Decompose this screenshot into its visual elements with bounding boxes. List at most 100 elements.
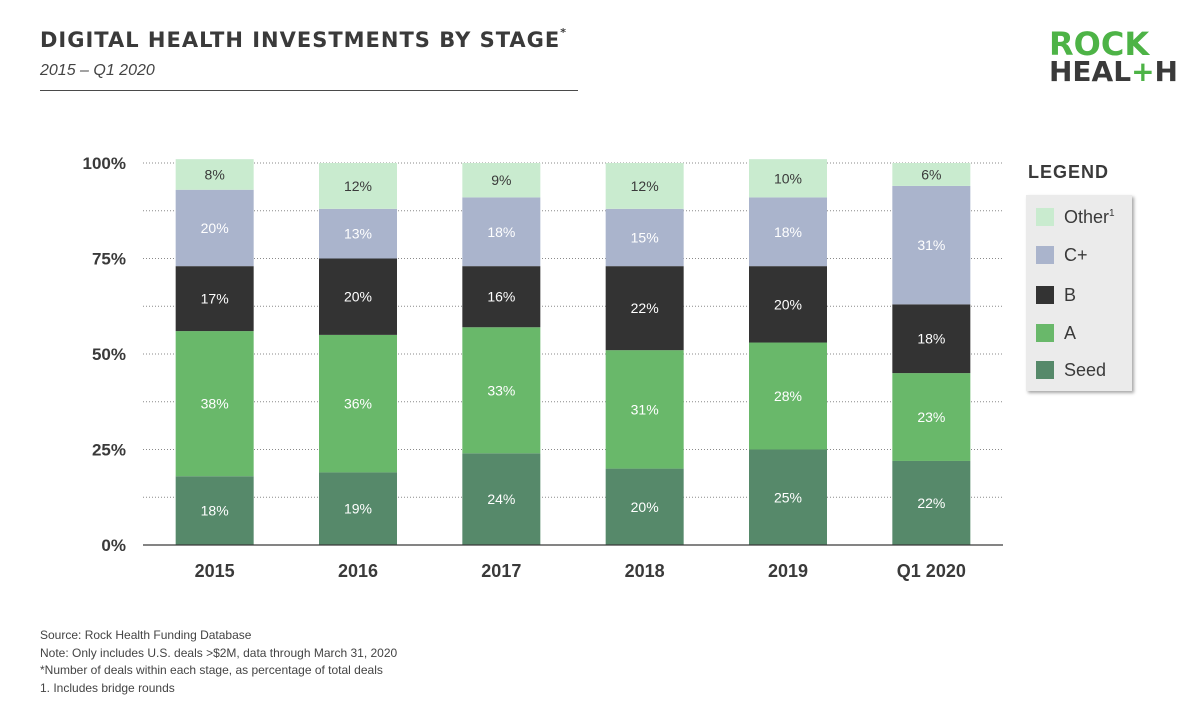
data-label: 28% xyxy=(774,388,802,404)
footnotes: Source: Rock Health Funding Database Not… xyxy=(40,627,397,697)
legend-label-c-plus: C+ xyxy=(1064,244,1088,265)
legend-item-other: Other1 xyxy=(1036,205,1115,229)
bar-segment-other xyxy=(462,163,541,198)
bar-segment-b xyxy=(175,266,254,332)
legend-swatch-b xyxy=(1036,286,1054,304)
logo-line-2: HEAL+H xyxy=(1049,55,1178,88)
bar-segment-b xyxy=(892,304,971,374)
bar-segment-a xyxy=(175,331,254,477)
x-tick-label: 2016 xyxy=(338,561,378,581)
data-label: 20% xyxy=(201,220,229,236)
legend-swatch-c-plus xyxy=(1036,246,1054,264)
logo-line-1: ROCK xyxy=(1049,25,1150,63)
data-label: 20% xyxy=(631,499,659,515)
bar-segment-seed xyxy=(175,476,254,545)
bar-segment-a xyxy=(319,334,397,473)
data-label: 31% xyxy=(917,237,945,253)
logo-heal: HEAL xyxy=(1049,55,1132,88)
legend-item-b: B xyxy=(1036,283,1076,307)
bridge-note: 1. Includes bridge rounds xyxy=(40,680,175,695)
bar-segment-a xyxy=(462,327,541,454)
bar-segment-seed xyxy=(892,460,971,545)
legend-label-seed: Seed xyxy=(1064,359,1107,380)
data-label: 9% xyxy=(491,172,511,188)
bar-segment-other xyxy=(175,159,254,190)
x-tick-label: 2017 xyxy=(481,561,521,581)
legend-title: LEGEND xyxy=(1028,162,1110,182)
legend-label-other: Other1 xyxy=(1064,206,1115,227)
bar-segment-c-plus xyxy=(175,189,254,267)
y-tick-label: 75% xyxy=(92,250,126,269)
data-label: 18% xyxy=(487,224,515,240)
y-tick-label: 50% xyxy=(92,345,126,364)
data-label: 8% xyxy=(205,166,225,182)
bar-segment-other xyxy=(605,163,684,209)
bar-segment-a xyxy=(605,350,684,469)
bar-segment-c-plus xyxy=(462,197,541,267)
logo-h: H xyxy=(1154,55,1178,88)
data-label: 18% xyxy=(774,224,802,240)
title-footnote-mark: * xyxy=(560,26,568,39)
y-tick-label: 100% xyxy=(83,154,126,173)
legend: Other1 C+ B A Seed xyxy=(1026,195,1132,391)
data-label: 22% xyxy=(917,495,945,511)
legend-item-c-plus: C+ xyxy=(1036,243,1088,267)
data-label: 19% xyxy=(344,501,372,517)
bar-segment-seed xyxy=(605,468,684,545)
bar-segment-c-plus xyxy=(749,197,827,267)
data-label: 18% xyxy=(917,331,945,347)
rock-health-logo: ROCK HEAL+H xyxy=(1049,25,1178,88)
data-label: 20% xyxy=(774,296,802,312)
x-tick-label: Q1 2020 xyxy=(897,561,966,581)
y-tick-label: 0% xyxy=(101,536,126,555)
chart-subtitle: 2015 – Q1 2020 xyxy=(40,62,155,79)
bar-segment-other xyxy=(749,159,827,198)
stacked-bar-chart: 0% 25% 50% 75% 100% 18% 38% 17% 20% 8% 2015 19% 36% 2… xyxy=(83,154,1003,581)
title-divider xyxy=(40,90,578,91)
x-tick-label: 2018 xyxy=(625,561,665,581)
bar-segment-seed xyxy=(319,472,397,545)
data-label: 16% xyxy=(487,289,515,305)
y-tick-label: 25% xyxy=(92,441,126,460)
scope-note: Note: Only includes U.S. deals >$2M, dat… xyxy=(40,645,398,660)
bar-segment-other xyxy=(892,163,971,186)
x-tick-label: 2015 xyxy=(195,561,235,581)
bar-segment-a xyxy=(892,373,971,461)
data-label: 13% xyxy=(344,226,372,242)
legend-label-b: B xyxy=(1064,284,1077,305)
data-label: 17% xyxy=(201,291,229,307)
chart-title: DIGITAL HEALTH INVESTMENTS BY STAGE* xyxy=(40,26,568,52)
data-label: 12% xyxy=(344,178,372,194)
x-tick-label: 2019 xyxy=(768,561,808,581)
data-label: 20% xyxy=(344,289,372,305)
source-note: Source: Rock Health Funding Database xyxy=(40,628,252,642)
chart-title-text: DIGITAL HEALTH INVESTMENTS BY STAGE xyxy=(40,28,561,52)
data-label: 15% xyxy=(631,229,659,245)
bar-segment-b xyxy=(462,266,541,328)
bar-segment-b xyxy=(605,266,684,351)
data-label: 38% xyxy=(201,396,229,412)
legend-label-a: A xyxy=(1064,322,1077,343)
data-label: 33% xyxy=(487,382,515,398)
data-label: 31% xyxy=(631,401,659,417)
bar-segment-c-plus xyxy=(605,208,684,267)
bar-segment-other xyxy=(319,163,397,209)
bar-segment-b xyxy=(319,258,397,335)
bar-segment-c-plus xyxy=(319,208,397,259)
logo-plus: + xyxy=(1131,55,1155,88)
data-label: 23% xyxy=(917,409,945,425)
data-label: 18% xyxy=(201,503,229,519)
data-label: 6% xyxy=(921,166,941,182)
bar-segment-seed xyxy=(462,453,541,545)
metric-note: *Number of deals within each stage, as p… xyxy=(40,663,383,677)
bar-segment-c-plus xyxy=(892,185,971,305)
data-label: 24% xyxy=(487,491,515,507)
legend-item-a: A xyxy=(1036,321,1076,345)
data-label: 36% xyxy=(344,396,372,412)
data-label: 25% xyxy=(774,489,802,505)
bar-segment-seed xyxy=(749,449,827,545)
legend-swatch-a xyxy=(1036,324,1054,342)
bar-segment-a xyxy=(749,342,827,450)
legend-swatch-seed xyxy=(1036,361,1054,379)
data-label: 12% xyxy=(631,178,659,194)
